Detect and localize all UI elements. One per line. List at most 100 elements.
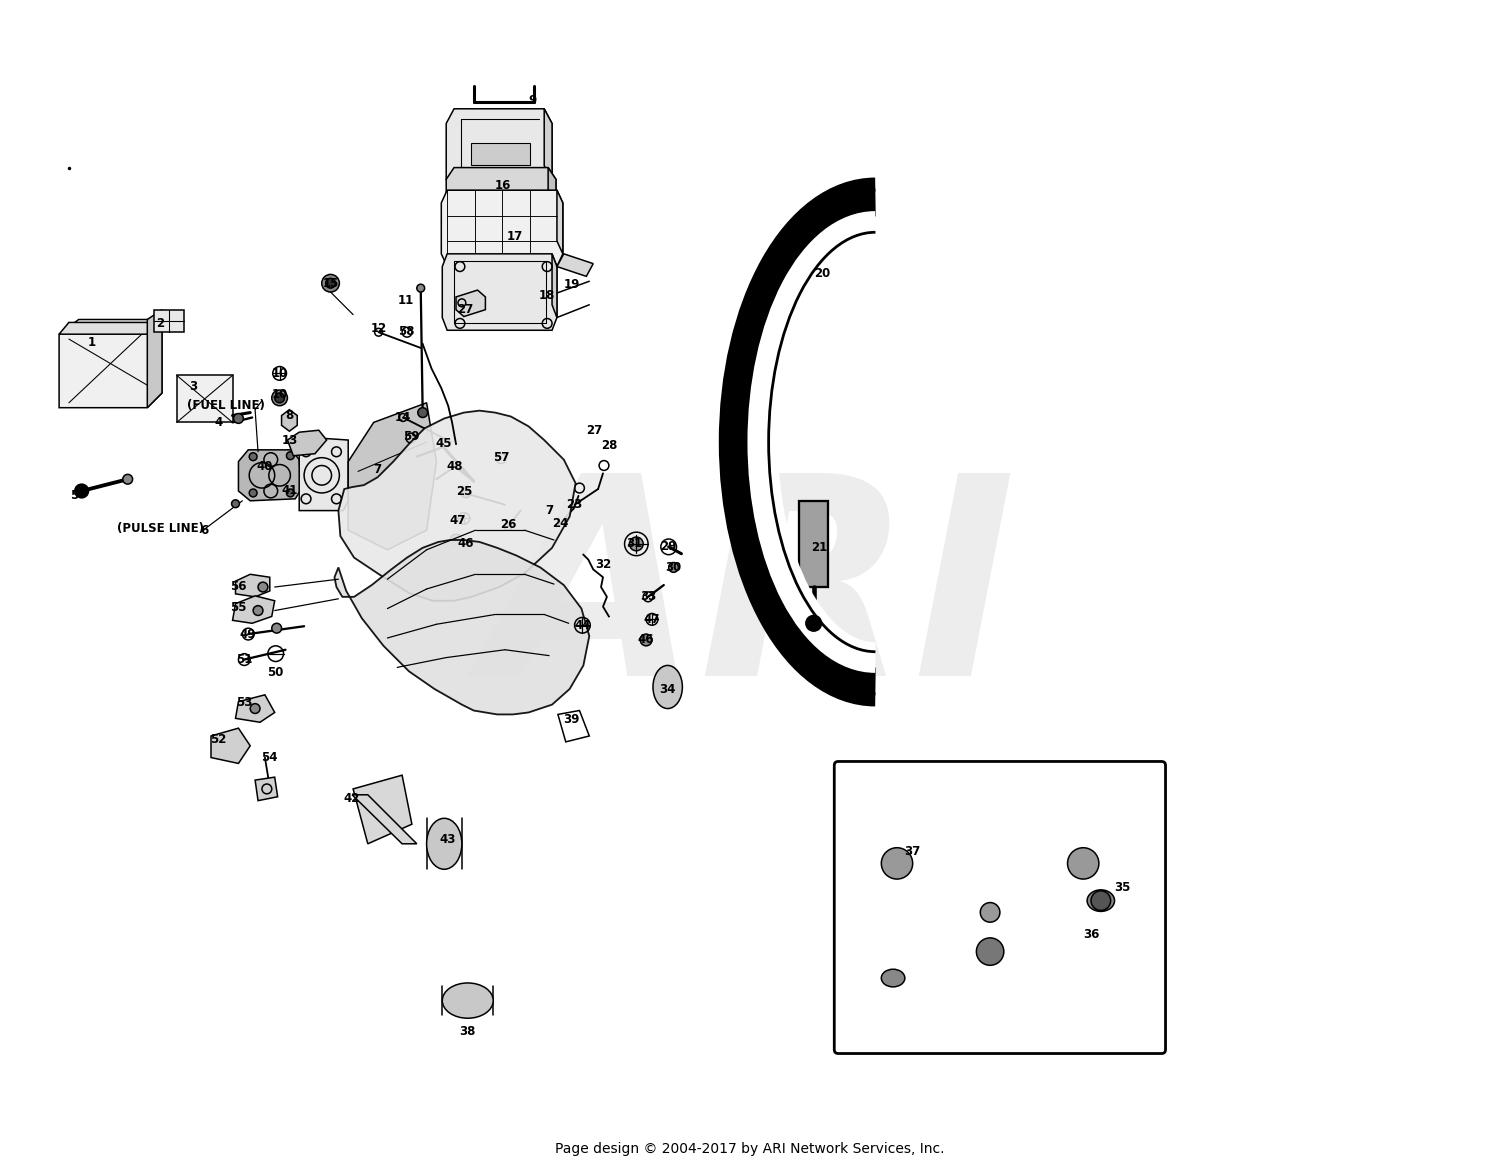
Text: 13: 13 [282,433,297,446]
Polygon shape [548,168,556,203]
FancyBboxPatch shape [834,762,1166,1053]
Polygon shape [58,323,158,335]
Text: (PULSE LINE): (PULSE LINE) [117,521,204,534]
Text: 10: 10 [272,389,288,402]
Text: 33: 33 [640,591,656,603]
Polygon shape [446,109,552,180]
Text: 25: 25 [456,486,472,499]
Circle shape [419,407,428,418]
Text: 1: 1 [87,336,96,349]
Polygon shape [348,403,436,549]
Text: 50: 50 [267,666,284,679]
Circle shape [669,562,678,573]
Text: 40: 40 [256,460,273,473]
Polygon shape [556,254,592,276]
Circle shape [286,452,294,460]
Polygon shape [236,695,274,722]
Circle shape [640,634,652,646]
Polygon shape [352,775,413,844]
Circle shape [976,938,1004,965]
Text: 59: 59 [402,430,418,443]
Text: 30: 30 [666,561,681,574]
Polygon shape [211,728,250,763]
Polygon shape [442,254,556,330]
Polygon shape [441,190,562,266]
Text: 23: 23 [567,498,582,511]
Circle shape [417,284,424,292]
Text: Page design © 2004-2017 by ARI Network Services, Inc.: Page design © 2004-2017 by ARI Network S… [555,1142,945,1156]
Text: 14: 14 [394,411,411,424]
Polygon shape [556,190,562,254]
Polygon shape [177,376,232,423]
Ellipse shape [882,970,904,987]
Text: 41: 41 [280,485,297,498]
Polygon shape [552,254,556,317]
Text: 27: 27 [586,424,603,437]
Text: 53: 53 [236,696,252,709]
Text: 16: 16 [495,178,512,191]
Polygon shape [154,310,183,332]
Text: 39: 39 [564,713,580,726]
Text: 24: 24 [552,517,568,529]
Text: 21: 21 [812,541,828,554]
Circle shape [1090,891,1110,910]
Polygon shape [339,411,576,601]
Text: 47: 47 [450,514,466,527]
Text: 57: 57 [494,451,510,464]
Text: 46: 46 [638,634,654,647]
Text: 31: 31 [626,538,642,551]
Polygon shape [446,168,556,203]
Text: ARI: ARI [484,464,1016,734]
Circle shape [272,623,282,633]
Text: 45: 45 [435,438,451,451]
Circle shape [272,390,288,406]
Circle shape [75,484,88,498]
Polygon shape [288,430,327,456]
Circle shape [234,413,243,424]
Text: 8: 8 [285,409,294,421]
Polygon shape [232,596,274,623]
Circle shape [630,537,644,551]
Text: 26: 26 [500,518,516,531]
Polygon shape [236,574,270,596]
Text: 32: 32 [596,558,610,571]
Circle shape [254,606,262,615]
Circle shape [321,275,339,292]
Text: 35: 35 [1114,882,1131,895]
Text: 44: 44 [574,619,591,632]
Text: 29: 29 [660,540,676,553]
Circle shape [326,278,336,288]
Ellipse shape [442,983,494,1018]
Text: 12: 12 [370,322,387,335]
Text: 11: 11 [398,295,414,308]
Text: 52: 52 [210,734,226,747]
Text: 9: 9 [528,94,537,108]
Text: 19: 19 [564,278,580,291]
Text: 17: 17 [507,230,524,243]
Text: 48: 48 [447,460,464,473]
Text: 28: 28 [600,439,616,452]
Text: 47: 47 [644,613,660,626]
Text: 4: 4 [214,416,223,429]
Text: 58: 58 [398,325,414,338]
Circle shape [981,903,1000,923]
Text: 36: 36 [1083,929,1100,942]
Circle shape [460,488,471,498]
Text: 34: 34 [660,683,676,696]
Text: 46: 46 [458,538,474,551]
Circle shape [1068,848,1100,879]
Text: 43: 43 [440,834,456,846]
Circle shape [251,703,260,714]
Text: 6: 6 [200,524,208,537]
Text: 10: 10 [272,367,288,380]
Polygon shape [456,290,486,317]
Text: 20: 20 [815,266,831,279]
Circle shape [286,490,294,497]
Text: 55: 55 [230,601,246,614]
Text: 5: 5 [69,490,78,502]
Text: (FUEL LINE): (FUEL LINE) [188,399,264,412]
Ellipse shape [652,666,682,709]
Polygon shape [255,777,278,801]
Circle shape [806,615,822,632]
Text: 38: 38 [459,1025,476,1039]
